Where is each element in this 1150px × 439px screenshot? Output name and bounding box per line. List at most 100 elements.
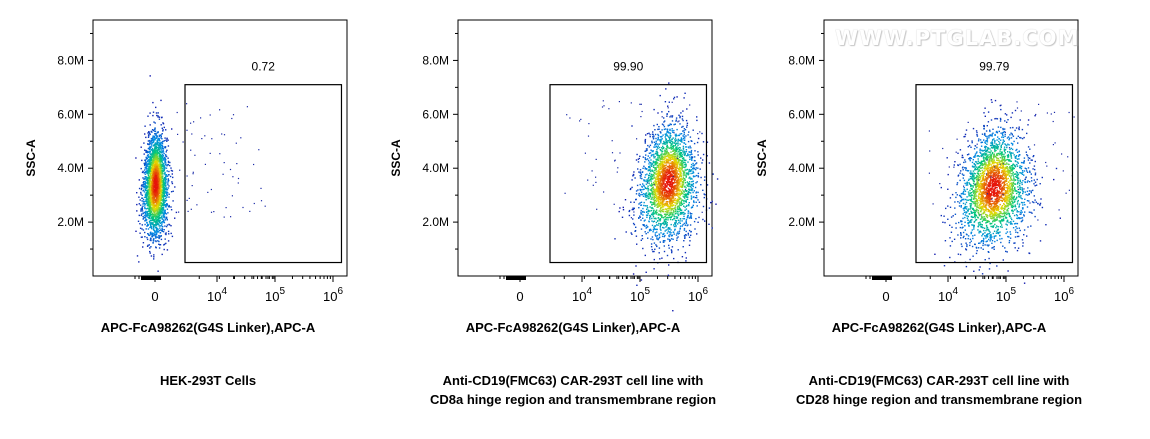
event-dot	[154, 197, 155, 198]
event-dot	[680, 226, 681, 227]
event-dot	[163, 155, 164, 156]
event-dot	[681, 176, 682, 177]
event-dot	[155, 246, 156, 247]
event-dot	[649, 170, 650, 171]
event-dot	[145, 172, 146, 173]
event-dot	[644, 180, 645, 181]
event-dot	[186, 130, 187, 131]
event-dot	[155, 147, 156, 148]
event-dot	[685, 260, 686, 261]
event-dot	[675, 120, 676, 121]
event-dot	[638, 207, 639, 208]
event-dot	[645, 151, 646, 152]
event-dot	[666, 164, 667, 165]
event-dot	[687, 169, 688, 170]
event-dot	[148, 157, 149, 158]
event-dot	[162, 212, 163, 213]
event-dot	[138, 261, 139, 262]
event-dot	[168, 180, 169, 181]
event-dot	[669, 247, 670, 248]
event-dot	[142, 184, 143, 185]
event-dot	[696, 202, 697, 203]
event-dot	[674, 173, 675, 174]
event-dot	[150, 175, 151, 176]
event-dot	[652, 134, 653, 135]
event-dot	[151, 178, 152, 179]
event-dot	[679, 190, 680, 191]
event-dot	[693, 200, 694, 201]
event-dot	[658, 126, 659, 127]
event-dot	[691, 218, 692, 219]
event-dot	[667, 145, 668, 146]
event-dot	[649, 183, 650, 184]
event-dot	[165, 129, 166, 130]
event-dot	[154, 207, 155, 208]
event-dot	[160, 195, 161, 196]
event-dot	[683, 151, 684, 152]
event-dot	[247, 106, 248, 107]
event-dot	[669, 154, 670, 155]
event-dot	[675, 205, 676, 206]
event-dot	[684, 223, 685, 224]
event-dot	[160, 161, 161, 162]
event-dot	[698, 154, 699, 155]
event-dot	[690, 186, 691, 187]
event-dot	[147, 214, 148, 215]
event-dot	[682, 256, 683, 257]
event-dot	[171, 181, 172, 182]
event-dot	[196, 204, 197, 205]
event-dot	[667, 130, 668, 131]
event-dot	[677, 223, 678, 224]
event-dot	[677, 170, 678, 171]
event-dot	[150, 181, 151, 182]
event-dot	[660, 241, 661, 242]
event-dot	[682, 218, 683, 219]
event-dot	[650, 136, 651, 137]
event-dot	[144, 208, 145, 209]
event-dot	[702, 190, 703, 191]
event-dot	[670, 135, 671, 136]
event-dot	[687, 134, 688, 135]
event-dot	[155, 131, 156, 132]
event-dot	[709, 207, 710, 208]
event-dot	[161, 151, 162, 152]
event-dot	[662, 148, 663, 149]
event-dot	[164, 191, 165, 192]
event-dot	[640, 205, 641, 206]
event-dot	[671, 116, 672, 117]
event-dot	[669, 169, 670, 170]
event-dot	[669, 234, 670, 235]
event-dot	[200, 117, 201, 118]
event-dot	[157, 190, 158, 191]
event-dot	[156, 156, 157, 157]
event-dot	[146, 199, 147, 200]
event-dot	[210, 114, 211, 115]
event-dot	[163, 207, 164, 208]
event-dot	[165, 154, 166, 155]
event-dot	[685, 252, 686, 253]
event-dot	[154, 214, 155, 215]
event-dot	[171, 209, 172, 210]
event-dot	[156, 138, 157, 139]
event-dot	[712, 227, 713, 228]
event-dot	[691, 141, 692, 142]
event-dot	[141, 147, 142, 148]
event-dot	[162, 175, 163, 176]
event-dot	[681, 213, 682, 214]
event-dot	[661, 210, 662, 211]
event-dot	[685, 146, 686, 147]
event-dot	[677, 155, 678, 156]
event-dot	[662, 236, 663, 237]
x-tick-label: 105	[265, 286, 285, 304]
event-dot	[654, 206, 655, 207]
event-dot	[153, 142, 154, 143]
event-dot	[649, 218, 650, 219]
event-dot	[155, 217, 156, 218]
event-dot	[147, 173, 148, 174]
event-dot	[664, 216, 665, 217]
event-dot	[671, 163, 672, 164]
event-dot	[675, 150, 676, 151]
event-dot	[681, 127, 682, 128]
event-dot	[661, 156, 662, 157]
event-dot	[642, 235, 643, 236]
